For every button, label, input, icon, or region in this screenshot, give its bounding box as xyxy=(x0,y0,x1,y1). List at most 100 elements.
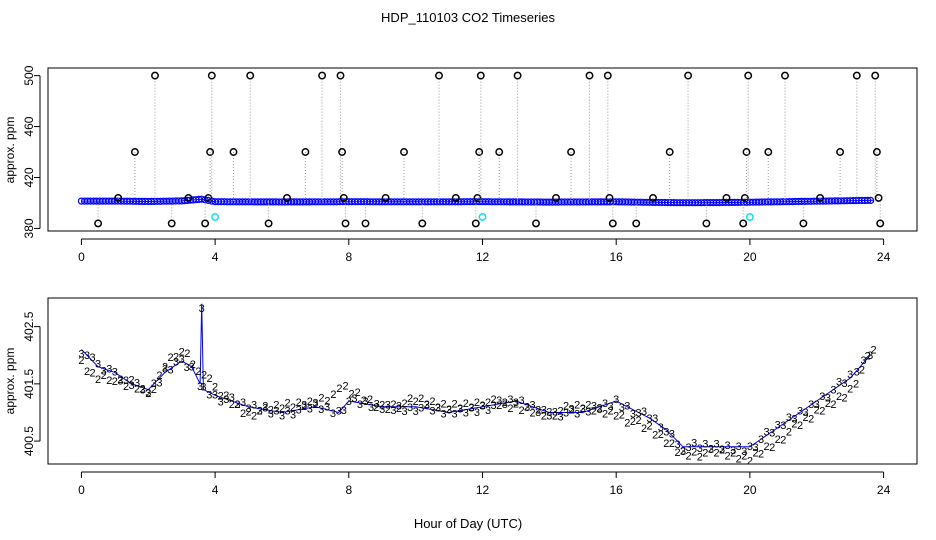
top-data-point xyxy=(184,193,193,202)
bottom-data-label: 3 xyxy=(591,401,597,413)
bottom-data-label: 2 xyxy=(396,403,402,415)
bottom-data-label: 2 xyxy=(825,398,831,410)
bottom-data-label: 3 xyxy=(95,359,101,371)
bottom-data-label: 3 xyxy=(669,428,675,440)
top-data-point xyxy=(552,193,560,202)
bottom-panel: approx. ppm 0 4 8 12 16 20 24 400.5401.5402.5 … xyxy=(3,297,918,497)
bottom-data-label: 2 xyxy=(563,401,569,413)
bottom-data-label: 3 xyxy=(641,406,647,418)
bottom-data-label: 2 xyxy=(95,374,101,386)
bottom-data-label: 3 xyxy=(485,405,491,417)
bottom-data-label: 2 xyxy=(190,359,196,371)
top-data-point xyxy=(336,71,345,80)
bottom-data-label: 3 xyxy=(847,369,853,381)
bottom-data-label: 3 xyxy=(758,434,764,446)
bottom-data-label: 3 xyxy=(535,407,541,419)
top-data-point xyxy=(744,71,753,80)
bottom-data-label: 3 xyxy=(502,399,508,411)
bottom-data-label: 2 xyxy=(312,399,318,411)
top-data-point xyxy=(649,193,657,202)
top-data-point xyxy=(603,71,612,80)
bottom-data-label: 3 xyxy=(197,381,203,393)
bottom-data-label: 3 xyxy=(474,407,480,419)
bottom-data-label: 3 xyxy=(702,439,708,451)
top-data-point xyxy=(476,71,485,80)
bottom-data-label: 2 xyxy=(413,396,419,408)
bottom-data-label: 3 xyxy=(251,400,257,412)
bottom-data-label: 3 xyxy=(199,303,205,315)
bottom-data-label: 3 xyxy=(401,406,407,418)
bottom-data-label: 2 xyxy=(112,376,118,388)
bottom-data-label: 2 xyxy=(418,393,424,405)
bottom-data-label: 3 xyxy=(179,354,185,366)
bottom-y-axis-label: approx. ppm xyxy=(3,348,17,415)
bottom-data-label: 2 xyxy=(179,347,185,359)
top-data-point xyxy=(130,148,139,156)
bottom-data-label: 2 xyxy=(691,447,697,459)
bottom-data-label: 3 xyxy=(435,403,441,415)
bottom-data-label: 2 xyxy=(686,451,692,463)
bottom-data-label: 3 xyxy=(658,422,664,434)
bottom-x-tick-label: 12 xyxy=(476,483,490,497)
bottom-x-ticks: 0 4 8 12 16 20 24 xyxy=(78,471,891,497)
bottom-data-label: 2 xyxy=(296,397,302,409)
bottom-data-label: 3 xyxy=(719,444,725,456)
bottom-data-label: 3 xyxy=(341,405,347,417)
bottom-data-label: 3 xyxy=(262,403,268,415)
bottom-data-label: 3 xyxy=(407,402,413,414)
top-data-point xyxy=(211,213,220,221)
top-x-tick-label: 24 xyxy=(877,250,891,264)
bottom-data-label: 3 xyxy=(101,366,107,378)
bottom-data-label: 3 xyxy=(156,377,162,389)
bottom-data-label: 3 xyxy=(463,408,469,420)
bottom-data-label: 3 xyxy=(330,408,336,420)
bottom-data-label: 2 xyxy=(424,399,430,411)
top-data-point xyxy=(702,219,711,228)
top-data-point xyxy=(745,213,754,221)
top-data-point xyxy=(264,219,273,228)
bottom-data-label: 2 xyxy=(674,447,680,459)
bottom-data-label: 2 xyxy=(468,402,474,414)
top-data-point xyxy=(852,71,861,80)
bottom-data-label: 3 xyxy=(491,400,497,412)
bottom-data-label: 3 xyxy=(786,412,792,424)
bottom-x-tick-label: 24 xyxy=(877,483,891,497)
top-data-point xyxy=(871,71,880,80)
bottom-data-label: 3 xyxy=(240,397,246,409)
bottom-data-label: 2 xyxy=(541,411,547,423)
bottom-data-label: 3 xyxy=(134,378,140,390)
bottom-data-label: 2 xyxy=(669,438,675,450)
top-data-point xyxy=(605,193,614,202)
bottom-data-label: 2 xyxy=(212,382,218,394)
bottom-data-label: 2 xyxy=(842,393,848,405)
bottom-data-label: 3 xyxy=(825,393,831,405)
top-data-point xyxy=(94,219,103,228)
bottom-data-label: 2 xyxy=(336,383,342,395)
top-data-point xyxy=(739,219,748,228)
bottom-data-label: 2 xyxy=(697,452,703,464)
bottom-data-label: 2 xyxy=(435,402,441,414)
bottom-data-label: 2 xyxy=(552,411,558,423)
bottom-data-label: 2 xyxy=(769,442,775,454)
bottom-data-label: 2 xyxy=(279,403,285,415)
bottom-data-label: 3 xyxy=(791,413,797,425)
top-x-ticks: 0 4 8 12 16 20 24 xyxy=(78,238,891,264)
bottom-data-label: 2 xyxy=(324,396,330,408)
top-data-point xyxy=(781,71,789,80)
top-data-point xyxy=(451,193,460,202)
bottom-data-label: 3 xyxy=(780,420,786,432)
top-data-point xyxy=(229,148,238,156)
top-y-ticks: 380 420 460 500 xyxy=(22,65,41,238)
bottom-data-label: 3 xyxy=(596,404,602,416)
top-data-point xyxy=(799,219,808,228)
bottom-y-ticks: 400.5 401.5 402.5 xyxy=(22,311,41,456)
bottom-data-label: 2 xyxy=(602,409,608,421)
bottom-data-label: 3 xyxy=(257,406,263,418)
bottom-data-label: 2 xyxy=(870,345,876,357)
top-panel-frame xyxy=(47,67,918,232)
bottom-data-label: 2 xyxy=(496,400,502,412)
bottom-data-label: 2 xyxy=(78,355,84,367)
top-data-point xyxy=(207,71,216,80)
